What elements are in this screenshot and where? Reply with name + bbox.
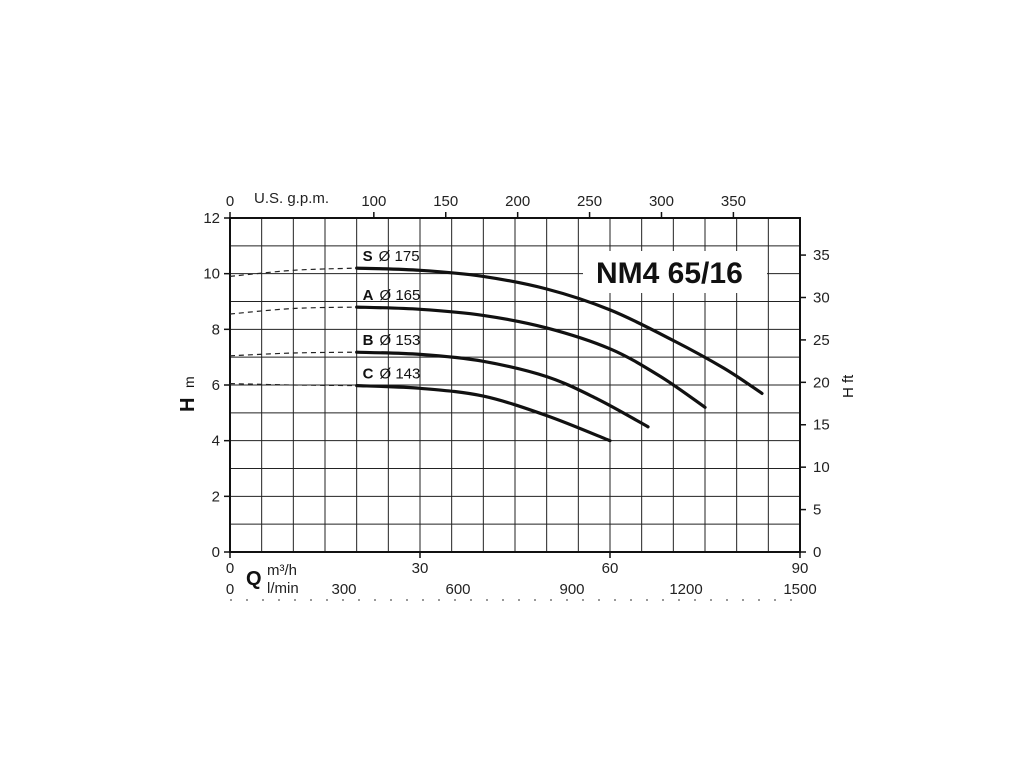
top-tick-label: 150 (433, 193, 458, 210)
top-tick-label: 300 (649, 193, 674, 210)
left-tick-label: 6 (212, 377, 220, 394)
lmin-tick-label: 900 (559, 581, 584, 598)
curve-s-dashed (229, 267, 357, 277)
bottom-axis-ticks: 0 30 60 90 (226, 552, 809, 577)
bottom-tick-label: 90 (792, 560, 809, 577)
right-axis-ticks: 0 5 10 15 20 25 30 35 (800, 247, 830, 561)
x-axis-symbol: Q (246, 568, 262, 590)
right-tick-label: 35 (813, 247, 830, 264)
top-tick-label: 0 (226, 193, 234, 210)
model-title-background (583, 251, 767, 293)
curve-s-label: S Ø 175 (363, 248, 420, 265)
left-tick-label: 12 (203, 210, 220, 227)
right-tick-label: 30 (813, 289, 830, 306)
top-tick-label: 100 (361, 193, 386, 210)
curve-b-diameter: Ø 153 (380, 332, 421, 349)
right-tick-label: 5 (813, 502, 821, 519)
curve-a-diameter: Ø 165 (380, 287, 421, 304)
right-tick-label: 10 (813, 459, 830, 476)
right-tick-label: 25 (813, 332, 830, 349)
x-axis-unit: m³/h (267, 562, 297, 579)
curve-a-label: A Ø 165 (363, 287, 421, 304)
y-axis-unit: m (181, 376, 197, 388)
dashed-curve-extensions (229, 267, 357, 387)
top-axis-ticks: 0 100 150 200 250 300 350 (226, 193, 746, 218)
y-axis-label: H m (177, 376, 199, 412)
top-axis-unit: U.S. g.p.m. (254, 190, 329, 207)
lmin-tick-label: 1200 (669, 581, 702, 598)
curve-b (355, 350, 650, 429)
left-tick-label: 2 (212, 488, 220, 505)
lmin-axis-ticks: 0 300 600 900 1200 1500 (226, 581, 817, 598)
curve-labels: S Ø 175 A Ø 165 B Ø 153 C Ø 143 (363, 248, 421, 382)
curve-a-letter: A (363, 287, 374, 304)
curve-s-letter: S (363, 248, 373, 265)
curve-s-diameter: Ø 175 (379, 248, 420, 265)
left-tick-label: 0 (212, 544, 220, 561)
top-tick-label: 350 (721, 193, 746, 210)
curve-a-dashed (229, 306, 357, 315)
curve-c (355, 384, 612, 443)
curve-a (355, 305, 707, 409)
top-tick-label: 200 (505, 193, 530, 210)
left-axis-ticks: 0 2 4 6 8 10 12 (203, 210, 230, 561)
curve-c-dashed (229, 383, 357, 387)
right-axis-label: H ft (840, 374, 857, 398)
curve-c-label: C Ø 143 (363, 366, 421, 383)
lmin-tick-label: 0 (226, 581, 234, 598)
top-tick-label: 250 (577, 193, 602, 210)
curve-b-dashed (229, 351, 357, 357)
lmin-axis-unit: l/min (267, 580, 299, 597)
curve-b-label: B Ø 153 (363, 332, 421, 349)
bottom-tick-label: 60 (602, 560, 619, 577)
right-tick-label: 15 (813, 417, 830, 434)
y-axis-symbol: H (177, 398, 199, 412)
lmin-tick-label: 300 (331, 581, 356, 598)
curve-c-letter: C (363, 366, 374, 383)
model-title: NM4 65/16 (596, 257, 743, 290)
curve-b-letter: B (363, 332, 374, 349)
left-tick-label: 10 (203, 266, 220, 283)
left-tick-label: 4 (212, 433, 220, 450)
right-tick-label: 0 (813, 544, 821, 561)
performance-curves (355, 266, 764, 443)
left-tick-label: 8 (212, 321, 220, 338)
curve-s (355, 266, 764, 395)
lmin-tick-label: 1500 (783, 581, 816, 598)
bottom-tick-label: 0 (226, 560, 234, 577)
bottom-tick-label: 30 (412, 560, 429, 577)
curve-c-diameter: Ø 143 (380, 366, 421, 383)
right-tick-label: 20 (813, 374, 830, 391)
lmin-tick-label: 600 (445, 581, 470, 598)
